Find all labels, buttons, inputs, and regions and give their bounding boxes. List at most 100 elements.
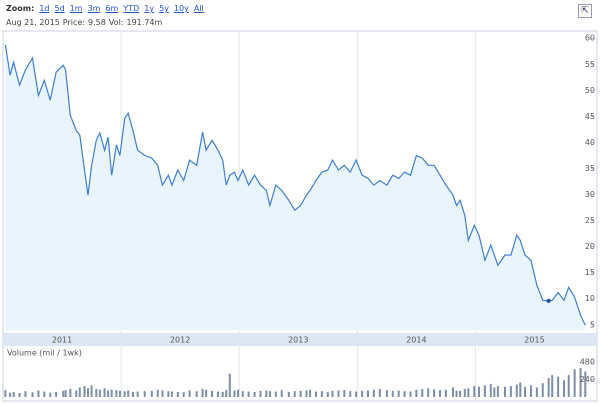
zoom-link[interactable]: 6m	[105, 4, 119, 13]
volume-bar	[305, 390, 308, 397]
volume-bar	[547, 378, 550, 397]
volume-bar	[473, 386, 476, 397]
volume-bar	[221, 391, 224, 397]
volume-bar	[205, 389, 208, 397]
volume-bar	[337, 390, 340, 397]
volume-bar	[241, 391, 244, 397]
volume-bar	[385, 390, 388, 397]
expand-button[interactable]: ⇱	[578, 4, 592, 18]
highlight-dot	[546, 298, 551, 303]
chart-frame	[2, 30, 598, 402]
volume-bar	[83, 386, 86, 397]
volume-bar	[496, 386, 499, 397]
volume-bar	[427, 388, 430, 397]
y-tick-label: 60	[585, 34, 595, 43]
volume-bar	[524, 386, 527, 397]
x-tick-label: 2014	[406, 336, 426, 345]
volume-bar	[403, 391, 406, 397]
x-tick-label: 2012	[170, 336, 190, 345]
volume-bar	[167, 391, 170, 397]
volume-bar	[9, 392, 12, 397]
y-tick-label: 55	[585, 60, 595, 69]
info-volume: 191.74m	[126, 18, 163, 27]
volume-bar	[4, 390, 7, 397]
volume-bar	[584, 371, 587, 397]
volume-bar	[123, 391, 126, 397]
volume-bar	[503, 386, 506, 397]
y-tick-label: 20	[585, 242, 595, 251]
y-tick-label: 40	[585, 138, 595, 147]
volume-bar	[107, 390, 110, 397]
volume-bar	[366, 390, 369, 397]
volume-bar	[161, 390, 164, 397]
y-tick-label: 25	[585, 216, 595, 225]
volume-bar	[557, 376, 560, 397]
zoom-link[interactable]: 5y	[159, 4, 169, 13]
volume-bar	[18, 392, 21, 397]
volume-bar	[95, 388, 98, 397]
volume-bar	[287, 391, 290, 397]
zoom-link[interactable]: 5d	[54, 4, 65, 13]
volume-bar	[237, 389, 240, 397]
volume-bar	[150, 390, 153, 397]
volume-bar	[98, 389, 101, 397]
volume-bar	[535, 387, 538, 397]
volume-bar	[299, 390, 302, 397]
volume-bar	[409, 391, 412, 397]
volume-bar	[293, 391, 296, 397]
info-line: Aug 21, 2015 Price: 9.58 Vol: 191.74m	[6, 18, 165, 27]
volume-bar	[515, 384, 518, 397]
x-tick-label: 2013	[288, 336, 308, 345]
volume-bar	[143, 391, 146, 397]
info-date: Aug 21, 2015	[6, 18, 60, 27]
volume-bar	[483, 385, 486, 397]
y-tick-label: 15	[585, 268, 595, 277]
volume-bar	[103, 388, 106, 397]
volume-bar	[541, 383, 544, 397]
volume-bar	[463, 388, 466, 397]
volume-bar	[31, 392, 34, 397]
volume-bar	[55, 391, 58, 397]
volume-bar	[529, 385, 532, 397]
zoom-link[interactable]: 3m	[87, 4, 101, 13]
volume-bar	[37, 390, 40, 397]
zoom-link[interactable]: 1y	[144, 4, 155, 13]
volume-bar	[49, 392, 52, 397]
volume-bar	[361, 390, 364, 397]
volume-bar	[131, 391, 134, 397]
volume-bar	[459, 390, 462, 397]
volume-bar	[331, 390, 334, 397]
volume-bar	[439, 390, 442, 397]
y-tick-label: 5	[590, 320, 595, 329]
volume-bar	[421, 388, 424, 397]
volume-tick-label: 480	[580, 358, 595, 367]
zoom-link[interactable]: 1m	[69, 4, 83, 13]
volume-bar	[415, 389, 418, 397]
zoom-link[interactable]: All	[193, 4, 204, 13]
volume-bar	[551, 375, 554, 397]
volume-bar	[391, 390, 394, 397]
volume-bar	[43, 391, 46, 397]
volume-bar	[170, 391, 173, 397]
volume-bar	[326, 391, 329, 397]
y-tick-label: 35	[585, 164, 595, 173]
zoom-label: Zoom:	[6, 4, 35, 13]
volume-bar	[233, 390, 236, 397]
volume-bar	[62, 390, 65, 397]
zoom-link[interactable]: 1d	[39, 4, 50, 13]
volume-bar	[320, 391, 323, 397]
x-tick-label: 2011	[52, 336, 72, 345]
zoom-link[interactable]: 10y	[173, 4, 189, 13]
volume-bar	[349, 391, 352, 397]
volume-bar	[519, 382, 522, 397]
zoom-bar: Zoom: 1d 5d 1m 3m 6m YTD 1y 5y 10y All	[6, 4, 204, 13]
volume-bar	[563, 380, 566, 397]
zoom-link[interactable]: YTD	[123, 4, 140, 13]
volume-bar	[64, 390, 67, 397]
volume-bar	[309, 389, 312, 397]
y-tick-label: 50	[585, 86, 595, 95]
area	[5, 45, 586, 330]
volume-bar	[489, 383, 492, 397]
volume-bar	[216, 391, 219, 397]
